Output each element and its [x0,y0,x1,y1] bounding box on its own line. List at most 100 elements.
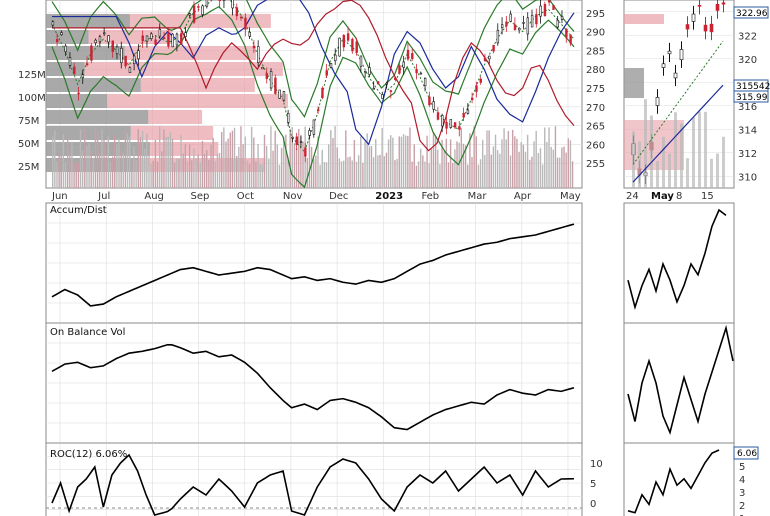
vbp-bar-up [46,126,131,140]
volume-bar [454,149,456,188]
volume-bar [263,134,266,188]
candle-body [55,39,59,43]
volume-bar [409,127,411,188]
candle-body [184,32,187,37]
candle-body [329,63,333,68]
volume-bar [272,150,274,188]
volume-bar [165,136,167,188]
volume-bar [407,135,409,188]
candle-body [505,21,508,27]
volume-bar [396,158,398,188]
volume-bar [467,164,469,188]
zoom-vbp-bar [624,14,664,24]
candle-body [445,122,448,129]
candle-body [535,14,538,25]
vbp-bar-up [46,14,130,28]
candle-body [342,35,346,48]
volume-bar [366,133,368,188]
volume-bar [505,139,507,188]
volume-bar [492,146,495,188]
candle-body [556,19,559,28]
zoom-candle-body [703,24,708,32]
roc-zoom-axis: 543210 [739,462,745,516]
candle-body [98,36,102,43]
volume-bar [554,126,557,188]
volume-bar [73,162,75,188]
volume-bar [229,132,231,188]
month-tick-label: Dec [329,191,348,202]
vbp-bar-up [46,62,85,76]
volume-bar [364,141,366,188]
obv-line [51,343,575,431]
volume-bar [270,126,272,188]
candle-body [201,5,204,15]
volume-bar [77,161,80,188]
volume-bar [419,148,422,188]
volume-bar [161,151,163,188]
zoom-price-candles [624,0,734,188]
roc-zoom-line [627,449,720,514]
candle-body [111,40,115,52]
zoom-tick-label: 322 [738,31,757,42]
zoom-volume-bar [698,111,701,188]
zoom-value-badge-text: 315.99 [736,93,768,103]
candle-body [308,130,311,136]
volume-bar [212,137,214,188]
candle-body [141,35,144,42]
roc-line [51,453,575,516]
volume-bar [548,127,550,188]
candle-body [85,63,89,66]
volume-bar [417,161,420,188]
volume-bar [291,127,294,188]
zoom-candle-body [667,50,672,55]
candle-body [77,92,80,95]
volume-bar [353,139,356,188]
volume-bar [533,141,535,188]
candle-body [316,109,320,112]
sma-200-line [52,0,575,152]
volume-bar [88,142,90,188]
volume-bar [437,149,439,188]
volume-bar [443,151,445,188]
candle-body [522,22,525,24]
candle-body [432,101,435,110]
volume-bar [392,137,394,188]
month-axis: Jun Jul Aug Sep Oct Nov Dec 2023 Feb Mar Apr May [51,191,581,202]
volume-bar [176,158,178,188]
candle-body [128,67,132,73]
volume-bar [413,144,415,188]
zoom-bollinger-line [632,40,724,165]
candle-body [162,37,166,40]
vbp-bar-down [124,46,256,60]
candle-body [389,90,393,92]
candle-body [274,77,277,94]
candle-body [338,37,341,57]
volume-bar [449,139,452,188]
volume-bar [92,157,95,188]
volume-bar [375,139,377,188]
zoom-date-label: 15 [701,191,714,202]
accum-dist-label: Accum/Dist [50,205,107,216]
zoom-candle-body [715,3,720,11]
month-tick-label: Apr [514,191,532,202]
volume-bar [323,162,326,188]
month-tick-label: Feb [421,191,439,202]
volume-bar [223,127,225,188]
candle-body [257,46,260,64]
zoom-volume-bar [722,136,725,188]
volume-bar [351,160,353,188]
candle-body [158,28,162,37]
zoom-candle-body [691,13,696,22]
volume-bar [118,139,120,188]
volume-bar [233,127,236,188]
candle-body [364,70,367,73]
candle-body [436,112,440,120]
volume-bar [143,148,146,188]
month-tick-label: Jul [97,191,110,202]
candle-body [500,24,504,28]
volume-bar [484,155,486,188]
volume-bar [479,159,482,188]
volume-bar [531,156,533,188]
volume-bar [255,161,257,188]
candle-body [94,39,97,44]
